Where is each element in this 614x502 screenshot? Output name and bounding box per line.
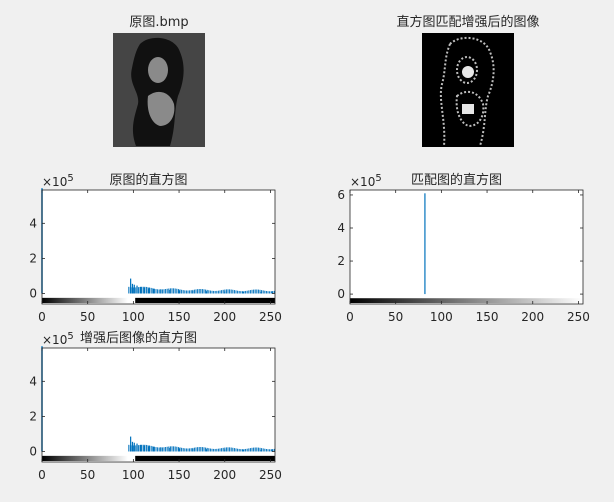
x-tick-label: 150 <box>168 468 191 482</box>
y-exponent-label: ×105 <box>42 331 74 347</box>
image-panel-original: 原图.bmp <box>113 15 205 147</box>
y-tick-label: 4 <box>29 216 37 230</box>
original-image-face <box>147 57 175 126</box>
histogram-axes-3: 0 50 100 150 200 250 0 2 4 ×105 增强后图像的直方图 <box>29 330 282 482</box>
plot-background <box>42 190 275 304</box>
plot-background <box>42 348 275 462</box>
axes-frame <box>41 347 276 463</box>
y-tick-label: 2 <box>337 254 345 268</box>
histogram-axes-1: 0 50 100 150 200 250 0 2 4 ×105 原图的直方图 <box>29 172 282 324</box>
colorbar-gradient <box>42 297 128 303</box>
colorbar-gradient <box>42 455 128 461</box>
x-tick-label: 100 <box>122 468 145 482</box>
x-tick-label: 250 <box>259 310 282 324</box>
x-tick-label: 150 <box>476 310 499 324</box>
histogram-title: 匹配图的直方图 <box>411 172 502 188</box>
colorbar-white-segment <box>127 297 136 303</box>
colorbar-dark-segment <box>135 297 275 303</box>
y-tick-label: 0 <box>29 286 37 300</box>
x-tick-label: 50 <box>80 310 95 324</box>
x-tick-label: 0 <box>346 310 354 324</box>
x-tick-label: 200 <box>213 310 236 324</box>
x-tick-label: 200 <box>213 468 236 482</box>
x-tick-label: 0 <box>38 468 46 482</box>
x-tick-label: 150 <box>168 310 191 324</box>
image-title-original: 原图.bmp <box>129 15 188 30</box>
enhanced-image-highlights <box>462 66 474 114</box>
colorbar-white-segment <box>127 455 136 461</box>
y-tick-label: 0 <box>337 287 345 301</box>
y-tick-label: 4 <box>29 374 37 388</box>
histogram-axes-2: 0 50 100 150 200 250 0 2 4 6 ×105 匹配图的直方图 <box>337 172 590 324</box>
axes-frame <box>41 189 276 305</box>
histogram-title: 增强后图像的直方图 <box>80 330 197 346</box>
x-tick-label: 50 <box>388 310 403 324</box>
colorbar-gradient <box>350 298 583 303</box>
colorbar-dark-segment <box>135 455 275 461</box>
x-tick-label: 0 <box>38 310 46 324</box>
x-tick-label: 250 <box>259 468 282 482</box>
y-tick-label: 6 <box>337 188 345 202</box>
y-exponent-label: ×105 <box>350 173 382 189</box>
enhanced-image-figure <box>439 36 495 147</box>
x-tick-label: 100 <box>430 310 453 324</box>
histogram-title: 原图的直方图 <box>109 172 187 188</box>
y-tick-label: 2 <box>29 251 37 265</box>
x-tick-label: 100 <box>122 310 145 324</box>
plot-background <box>350 190 583 304</box>
enhanced-image <box>422 33 514 147</box>
y-exponent-label: ×105 <box>42 173 74 189</box>
axes-frame <box>349 189 584 305</box>
y-tick-label: 4 <box>337 221 345 235</box>
x-tick-label: 50 <box>80 468 95 482</box>
image-panel-enhanced: 直方图匹配增强后的图像 <box>396 14 540 147</box>
image-title-enhanced: 直方图匹配增强后的图像 <box>396 14 539 30</box>
y-tick-label: 2 <box>29 409 37 423</box>
y-tick-label: 0 <box>29 444 37 458</box>
x-tick-label: 250 <box>567 310 590 324</box>
x-tick-label: 200 <box>521 310 544 324</box>
